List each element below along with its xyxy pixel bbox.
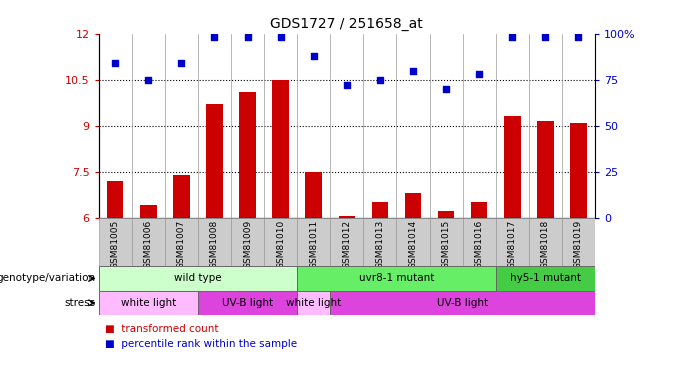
Bar	[297, 291, 330, 315]
Bar	[571, 123, 587, 218]
Point	[275, 34, 286, 40]
Bar	[198, 291, 297, 315]
Text: white light: white light	[120, 298, 176, 308]
Bar	[231, 217, 264, 266]
Text: UV-B light: UV-B light	[437, 298, 488, 308]
Text: GSM81016: GSM81016	[475, 220, 483, 269]
Bar	[99, 217, 132, 266]
Bar	[99, 266, 297, 291]
Text: ■  transformed count: ■ transformed count	[105, 324, 219, 334]
Bar	[405, 193, 421, 217]
Text: stress: stress	[64, 298, 95, 308]
Point	[375, 77, 386, 83]
Text: GSM81007: GSM81007	[177, 220, 186, 269]
Text: GSM81014: GSM81014	[409, 220, 418, 269]
Bar	[264, 217, 297, 266]
Point	[176, 60, 187, 66]
Bar	[471, 202, 488, 217]
Text: white light: white light	[286, 298, 341, 308]
Text: wild type: wild type	[174, 273, 222, 284]
Title: GDS1727 / 251658_at: GDS1727 / 251658_at	[271, 17, 423, 32]
Point	[507, 34, 517, 40]
Text: GSM81009: GSM81009	[243, 220, 252, 269]
Text: UV-B light: UV-B light	[222, 298, 273, 308]
Bar	[339, 216, 355, 217]
Text: GSM81006: GSM81006	[143, 220, 153, 269]
Bar	[537, 121, 554, 218]
Bar	[107, 181, 124, 218]
Bar	[140, 205, 156, 218]
Bar	[396, 217, 430, 266]
Bar	[165, 217, 198, 266]
Point	[242, 34, 253, 40]
Bar	[562, 217, 595, 266]
Text: GSM81013: GSM81013	[375, 220, 384, 269]
Point	[407, 68, 418, 74]
Point	[308, 53, 319, 59]
Text: GSM81017: GSM81017	[508, 220, 517, 269]
Bar	[297, 217, 330, 266]
Text: GSM81008: GSM81008	[210, 220, 219, 269]
Bar	[198, 217, 231, 266]
Point	[540, 34, 551, 40]
Text: genotype/variation: genotype/variation	[0, 273, 95, 284]
Bar	[462, 217, 496, 266]
Bar	[272, 80, 289, 218]
Text: hy5-1 mutant: hy5-1 mutant	[510, 273, 581, 284]
Text: GSM81010: GSM81010	[276, 220, 285, 269]
Text: GSM81012: GSM81012	[342, 220, 352, 269]
Text: ■  percentile rank within the sample: ■ percentile rank within the sample	[105, 339, 298, 349]
Bar	[496, 266, 595, 291]
Bar	[529, 217, 562, 266]
Bar	[99, 291, 198, 315]
Bar	[173, 175, 190, 217]
Bar	[371, 202, 388, 217]
Bar	[504, 116, 521, 218]
Text: GSM81005: GSM81005	[111, 220, 120, 269]
Point	[209, 34, 220, 40]
Point	[474, 71, 485, 77]
Bar	[239, 92, 256, 218]
Point	[341, 82, 352, 88]
Bar	[430, 217, 462, 266]
Bar	[297, 266, 496, 291]
Point	[573, 34, 584, 40]
Point	[109, 60, 120, 66]
Bar	[438, 211, 454, 217]
Point	[441, 86, 452, 92]
Text: GSM81015: GSM81015	[441, 220, 451, 269]
Bar	[496, 217, 529, 266]
Bar	[363, 217, 396, 266]
Bar	[206, 104, 222, 218]
Text: GSM81011: GSM81011	[309, 220, 318, 269]
Bar	[330, 217, 363, 266]
Bar	[330, 291, 595, 315]
Text: uvr8-1 mutant: uvr8-1 mutant	[359, 273, 434, 284]
Text: GSM81019: GSM81019	[574, 220, 583, 269]
Text: GSM81018: GSM81018	[541, 220, 550, 269]
Bar	[305, 172, 322, 217]
Bar	[132, 217, 165, 266]
Point	[143, 77, 154, 83]
